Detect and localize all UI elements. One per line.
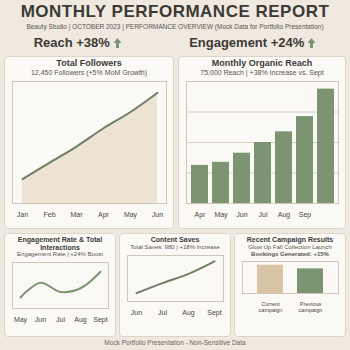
html-text:12,450 Followers (+5% MoM Grow: 12,450 Followers (+5% MoM Growth) <box>30 68 148 76</box>
svg-text:Jul: Jul <box>56 317 65 324</box>
svg-text:Previouscampaign: Previouscampaign <box>299 302 323 314</box>
svg-text:Jun: Jun <box>35 317 46 324</box>
svg-text:Feb: Feb <box>43 211 55 218</box>
html-text:Engagement +24%: Engagement +24% <box>189 35 305 50</box>
svg-text:Aug: Aug <box>278 211 291 219</box>
html-text:75,000 Reach | +38% Increase v: 75,000 Reach | +38% Increase vs. Sept <box>200 68 324 76</box>
svg-text:Sept: Sept <box>93 317 107 325</box>
html-text:Beauty Studio | OCTOBER 2023 |: Beauty Studio | OCTOBER 2023 | PERFORMAN… <box>26 23 324 30</box>
svg-text:Apr: Apr <box>98 211 110 219</box>
html-text:Total Followers: Total Followers <box>56 58 122 68</box>
html-text:Mock Portfolio Presentation -: Mock Portfolio Presentation - Non-Sensit… <box>104 339 246 346</box>
svg-text:Aug: Aug <box>74 317 87 325</box>
svg-text:Jan: Jan <box>17 211 28 218</box>
svg-text:Jul: Jul <box>259 211 268 218</box>
svg-text:Sept: Sept <box>207 309 221 317</box>
svg-text:May: May <box>14 317 28 325</box>
svg-text:Sep: Sep <box>299 211 312 219</box>
html-text:Reach +38%: Reach +38% <box>33 35 110 50</box>
svg-text:Apr: Apr <box>195 211 207 219</box>
svg-text:Currentcampaign: Currentcampaign <box>259 302 283 314</box>
html-text:MONTHLY PERFORMANCE REPORT: MONTHLY PERFORMANCE REPORT <box>20 2 330 21</box>
svg-text:Jun: Jun <box>152 211 163 218</box>
html-text:Monthly Organic Reach: Monthly Organic Reach <box>211 58 313 68</box>
html-text:Bookings Generated: +15%: Bookings Generated: +15% <box>251 250 329 257</box>
svg-text:Jul: Jul <box>158 309 167 316</box>
html-text:Engagement Rate & Total Intera: Engagement Rate & Total Interactions <box>17 236 103 251</box>
svg-text:Aug: Aug <box>182 309 195 317</box>
svg-text:Mar: Mar <box>70 211 83 218</box>
svg-text:Jun: Jun <box>131 309 142 316</box>
html-text:Content Saves: Content Saves <box>150 236 200 243</box>
html-text:Total Saves: 980 | +18% Increa: Total Saves: 980 | +18% Increase <box>130 243 220 250</box>
html-text:Engagement Rate | +24% Boost: Engagement Rate | +24% Boost <box>17 251 103 258</box>
html-text:Recent Campaign Results: Recent Campaign Results <box>246 236 334 243</box>
html-text:Glow Up Fall Collection Launch: Glow Up Fall Collection Launch <box>248 243 332 250</box>
svg-text:May: May <box>214 211 228 219</box>
svg-text:May: May <box>124 211 138 219</box>
svg-text:Jun: Jun <box>236 211 247 218</box>
